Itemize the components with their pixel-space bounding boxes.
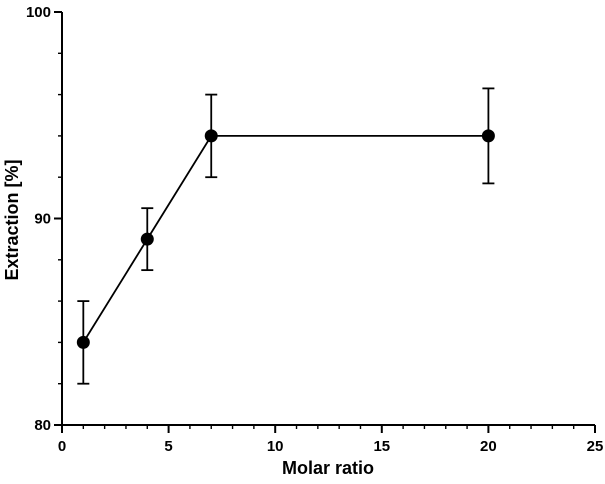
data-point-marker [481, 129, 495, 143]
data-point-marker [140, 232, 154, 246]
x-tick-label: 25 [587, 438, 604, 455]
error-bars [77, 87, 495, 385]
axis-ticks [54, 11, 596, 433]
x-tick-label: 0 [58, 438, 66, 455]
data-point-marker [204, 129, 218, 143]
y-tick-label: 80 [34, 417, 51, 434]
x-axis-label: Molar ratio [282, 458, 374, 478]
data-points [76, 129, 495, 349]
data-line [82, 134, 489, 343]
data-point-marker [76, 335, 90, 349]
x-tick-label: 20 [480, 438, 497, 455]
x-tick-label: 10 [267, 438, 284, 455]
x-tick-label: 15 [373, 438, 390, 455]
y-tick-label: 100 [26, 4, 51, 21]
axes [61, 12, 595, 426]
x-tick-label: 5 [164, 438, 172, 455]
y-axis-label: Extraction [%] [2, 159, 22, 280]
tick-labels: 0 5 10 15 20 25 80 90 100 [26, 4, 603, 455]
y-tick-label: 90 [34, 211, 51, 228]
